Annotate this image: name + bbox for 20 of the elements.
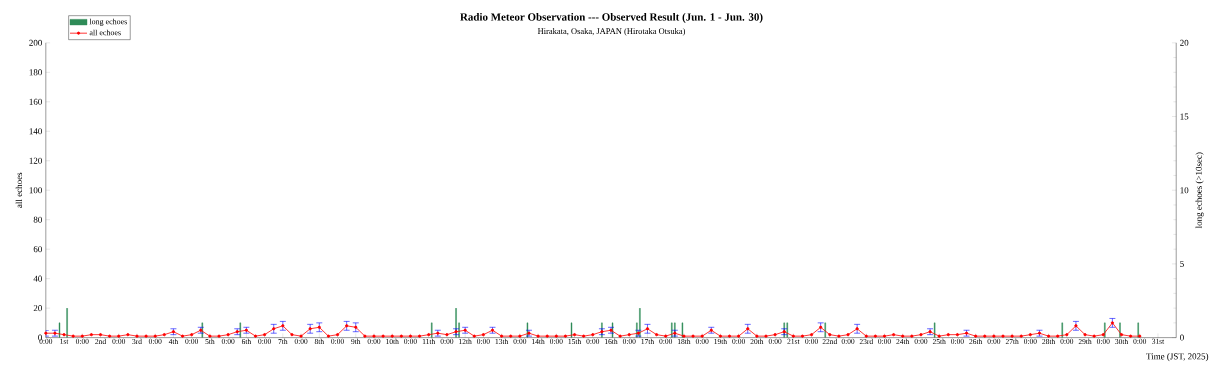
x-axis-title: Time (JST, 2025) [1146, 352, 1209, 361]
y2-tick-label: 20 [1180, 39, 1189, 46]
y-tick-label: 140 [29, 128, 42, 135]
chart-title: Radio Meteor Observation --- Observed Result (Jun. 1 - Jun. 30) [460, 12, 763, 23]
y-tick-label: 160 [29, 98, 42, 105]
y-tick-label: 200 [29, 39, 42, 46]
chart-subtitle: Hirakata, Osaka, JAPAN (Hirotaka Otsuka) [537, 27, 686, 36]
y2-tick-label: 5 [1180, 260, 1184, 267]
y2-tick-label: 10 [1180, 186, 1189, 194]
y-tick-label: 80 [33, 216, 42, 223]
y-tick-label: 40 [33, 275, 42, 282]
y-axis-title: all echoes [15, 172, 23, 208]
y-tick-label: 100 [29, 186, 42, 194]
y-tick-label: 180 [29, 69, 42, 76]
y2-axis-title: long echoes (>10sec) [1195, 152, 1204, 228]
y2-tick-label: 0 [1180, 334, 1184, 341]
y-tick-label: 60 [33, 245, 42, 252]
y-tick-label: 20 [33, 304, 42, 311]
y-tick-label: 120 [29, 157, 42, 164]
y2-tick-label: 15 [1180, 113, 1189, 120]
